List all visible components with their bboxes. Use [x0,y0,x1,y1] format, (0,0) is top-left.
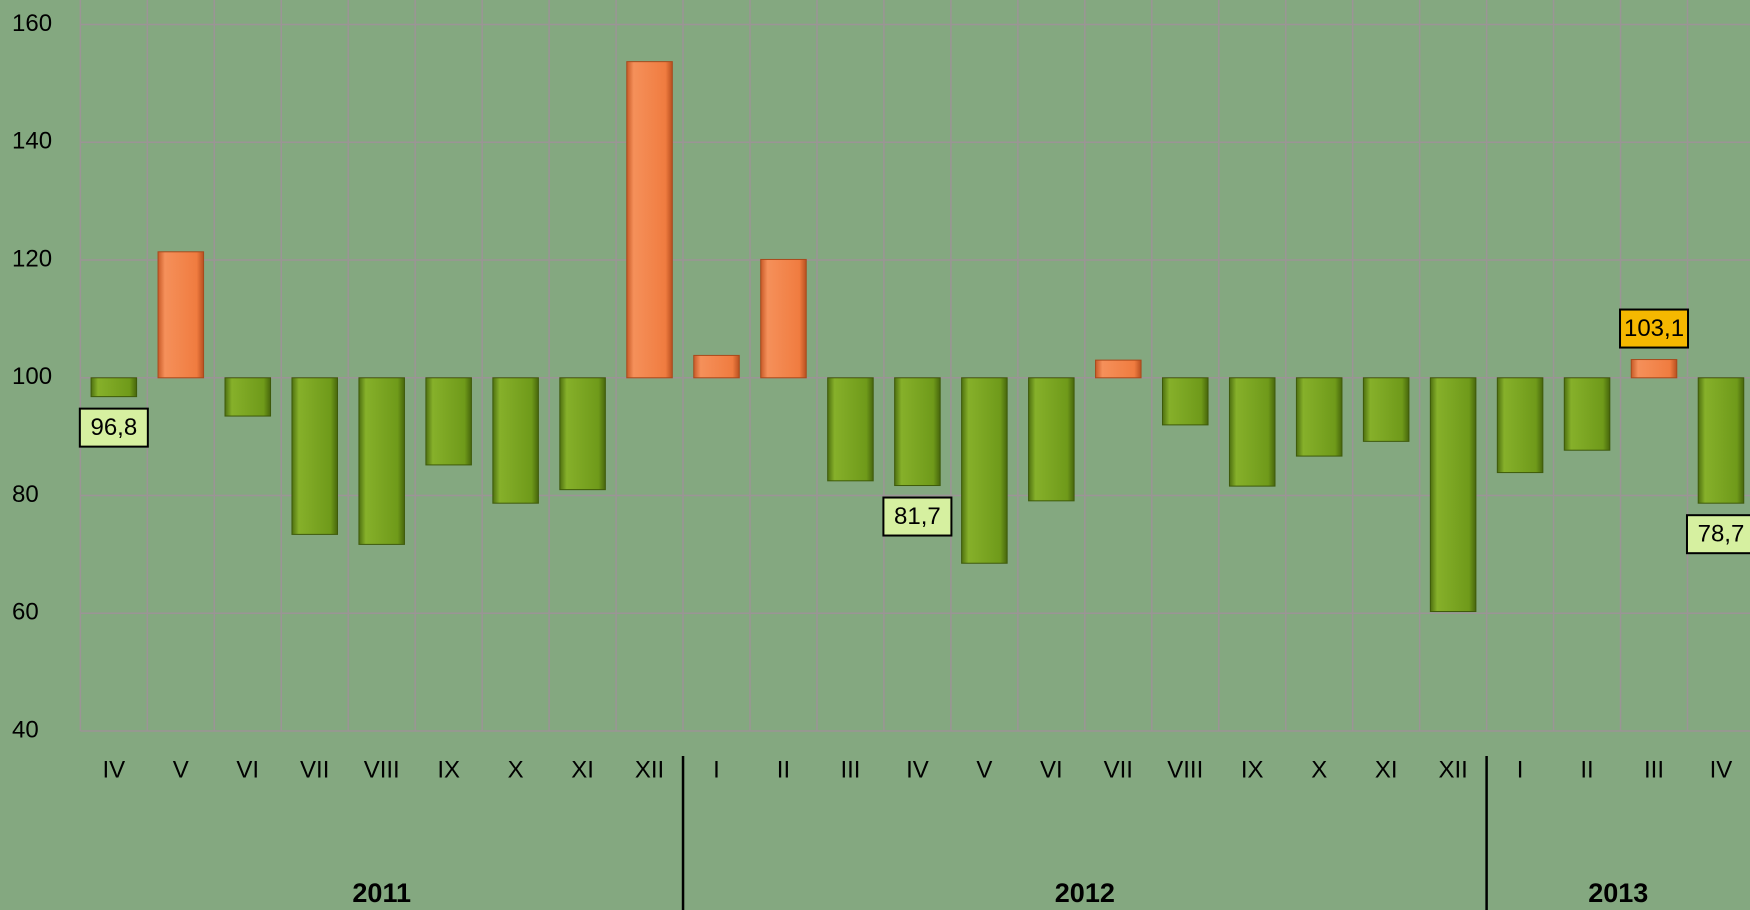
x-tick-label: VII [1104,756,1133,783]
value-label-box [882,496,953,537]
bar [1429,377,1477,613]
bar [827,377,874,482]
bar [291,377,339,535]
bar [1630,359,1678,379]
x-tick-label: VIII [1167,756,1203,783]
x-tick-label: III [840,756,860,783]
value-label: 81,7 [894,503,941,530]
y-tick-label: 60 [12,599,39,626]
bar [224,377,272,417]
x-tick-label: X [508,756,524,783]
x-tick-label: IX [1241,756,1264,783]
bar [693,354,740,379]
y-tick-label: 160 [12,10,52,37]
bar [425,377,472,466]
y-tick-label: 40 [12,716,39,743]
bar [1563,377,1611,451]
year-label: 2013 [1588,878,1648,908]
x-tick-label: II [1580,756,1593,783]
x-tick-label: I [1517,756,1524,783]
x-tick-label: I [713,756,720,783]
x-tick-label: II [777,756,790,783]
bar [90,377,138,398]
value-label: 103,1 [1624,315,1684,342]
value-label-box [1619,308,1690,349]
x-tick-label: V [173,756,189,783]
y-tick-label: 140 [12,128,52,155]
x-tick-label: VII [300,756,329,783]
bar [1697,377,1745,504]
x-tick-label: VI [1040,756,1063,783]
x-tick-label: XI [571,756,594,783]
value-label-box [78,407,149,448]
x-tick-label: VIII [364,756,400,783]
bar [760,258,807,379]
bar [1095,359,1142,379]
value-label: 96,8 [90,414,137,441]
y-tick-label: 100 [12,363,52,390]
x-tick-label: IV [102,756,125,783]
x-tick-label: VI [236,756,259,783]
y-tick-label: 120 [12,245,52,272]
x-tick-label: V [976,756,992,783]
x-tick-label: XII [635,756,664,783]
y-tick-label: 80 [12,481,39,508]
bar [157,251,205,379]
bar [358,377,405,545]
x-tick-label: X [1311,756,1327,783]
year-label: 2011 [352,878,411,908]
bar [1295,377,1343,457]
bar [894,377,941,487]
x-tick-label: IX [437,756,460,783]
value-label: 78,7 [1698,521,1745,548]
bar [492,377,539,504]
bar [559,377,606,491]
x-tick-label: XII [1438,756,1467,783]
bar [1028,377,1075,502]
bar [1162,377,1209,426]
bar [1496,377,1544,474]
bar [961,377,1008,564]
x-tick-label: XI [1375,756,1398,783]
bar [1228,377,1276,487]
x-tick-label: IV [906,756,929,783]
bar [626,61,673,379]
year-label: 2012 [1055,878,1115,908]
x-tick-label: IV [1710,756,1733,783]
bar [1362,377,1410,442]
x-tick-label: III [1644,756,1664,783]
value-label-box [1685,514,1750,555]
